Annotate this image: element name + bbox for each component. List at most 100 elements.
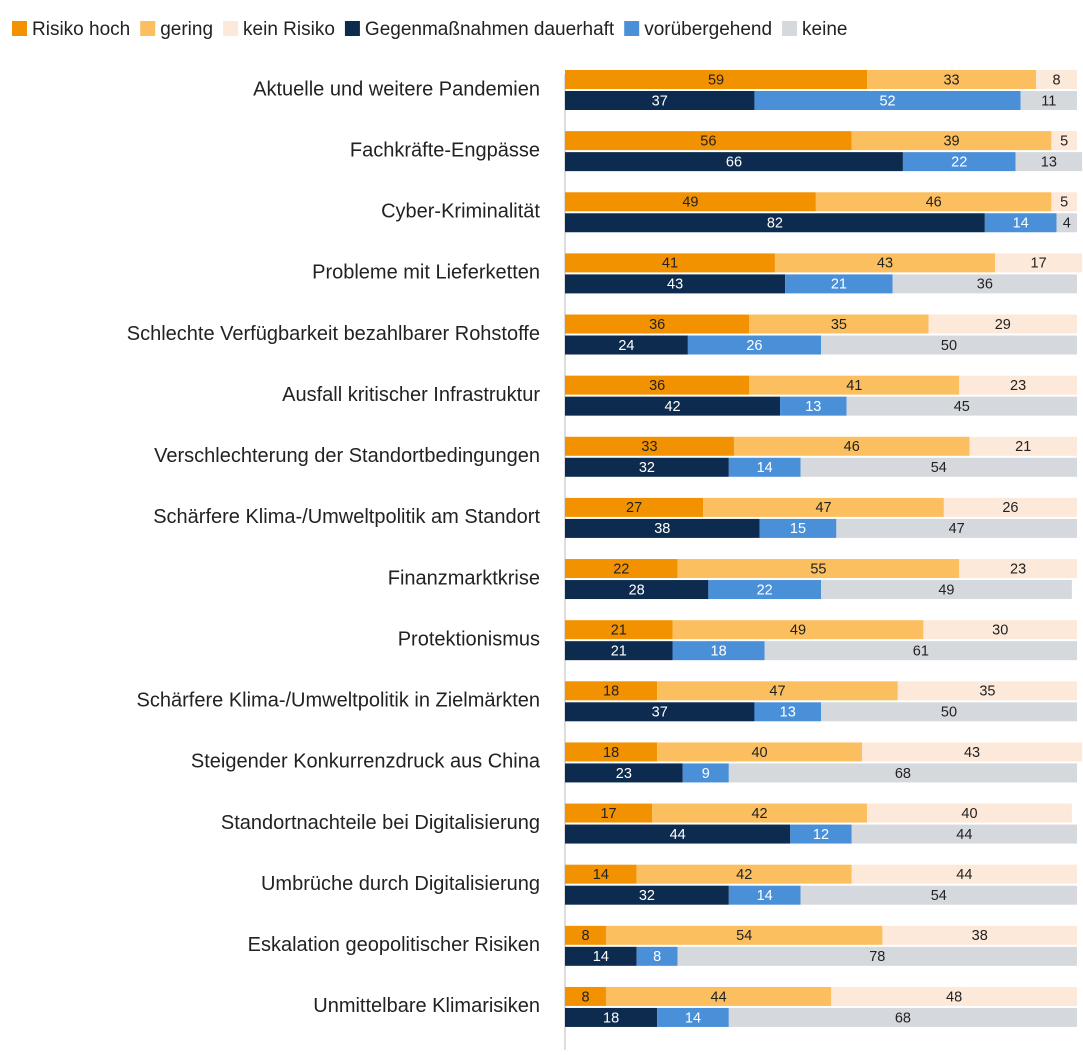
bar-segment	[703, 497, 944, 517]
value-label: 8	[581, 928, 589, 944]
bar-segment	[861, 742, 1083, 762]
bar-segment	[821, 580, 1072, 600]
bar-segment	[728, 1007, 1077, 1027]
category-label: Ausfall kritischer Infrastruktur	[282, 384, 540, 406]
bar-segment	[565, 742, 658, 762]
value-label: 52	[879, 93, 895, 109]
bar-segment	[565, 436, 734, 456]
value-label: 18	[603, 745, 619, 761]
value-label: 40	[961, 806, 977, 822]
value-label: 82	[767, 216, 783, 232]
value-label: 32	[639, 460, 655, 476]
value-label: 17	[600, 806, 616, 822]
bar-segment	[565, 946, 637, 966]
value-label: 8	[1052, 72, 1060, 88]
value-label: 47	[769, 684, 785, 700]
bar-segment	[565, 518, 760, 538]
value-label: 17	[1031, 256, 1047, 272]
bar-segment	[565, 274, 786, 294]
value-label: 49	[790, 622, 806, 638]
bar-segment	[1051, 192, 1077, 212]
value-label: 18	[603, 684, 619, 700]
value-label: 13	[1041, 154, 1057, 170]
bar-segment	[892, 274, 1077, 294]
legend-swatch	[782, 21, 798, 36]
value-label: 4	[1063, 216, 1071, 232]
legend-label: Gegenmaßnahmen dauerhaft	[365, 19, 615, 40]
category-label: Finanzmarktkrise	[388, 567, 540, 589]
bar-segment	[682, 763, 729, 783]
bar-segment	[687, 335, 821, 355]
bar-segment	[565, 885, 729, 905]
bar-segment	[1051, 131, 1077, 151]
bar-segment	[565, 559, 678, 579]
value-label: 55	[810, 561, 826, 577]
bar-segment	[565, 152, 903, 172]
value-label: 8	[653, 949, 661, 965]
bar-segment	[657, 681, 898, 701]
value-label: 14	[757, 460, 773, 476]
bar-segment	[846, 396, 1077, 416]
category-label: Aktuelle und weitere Pandemien	[253, 78, 540, 100]
bar-segment	[995, 253, 1083, 273]
value-label: 23	[616, 766, 632, 782]
value-label: 43	[667, 277, 683, 293]
bar-segment	[565, 335, 688, 355]
value-label: 22	[613, 561, 629, 577]
value-label: 40	[751, 745, 767, 761]
value-label: 42	[736, 867, 752, 883]
value-label: 14	[685, 1010, 701, 1026]
bar-segment	[831, 986, 1077, 1006]
bar-segment	[1015, 152, 1083, 172]
value-label: 37	[652, 93, 668, 109]
bar-segment	[565, 91, 755, 110]
bar-segment	[565, 986, 606, 1006]
value-label: 45	[954, 399, 970, 415]
bar-segment	[959, 559, 1077, 579]
value-label: 35	[831, 317, 847, 333]
value-label: 50	[941, 705, 957, 721]
bar-segment	[1056, 213, 1077, 233]
value-label: 26	[1002, 500, 1018, 516]
value-label: 38	[654, 521, 670, 537]
bar-segment	[565, 192, 816, 212]
legend-label: gering	[160, 19, 213, 40]
value-label: 13	[805, 399, 821, 415]
value-label: 21	[611, 622, 627, 638]
bar-segment	[565, 314, 750, 334]
bar-segment	[565, 131, 852, 151]
value-label: 8	[581, 989, 589, 1005]
bar-segment	[764, 641, 1077, 661]
bar-segment	[636, 946, 678, 966]
value-label: 78	[869, 949, 885, 965]
bar-segment	[821, 702, 1077, 722]
bar-segment	[882, 925, 1077, 945]
value-label: 14	[1013, 216, 1029, 232]
value-label: 32	[639, 888, 655, 904]
legend-label: vorübergehend	[644, 19, 772, 40]
value-label: 26	[746, 338, 762, 354]
value-label: 22	[757, 582, 773, 598]
bar-segment	[672, 641, 765, 661]
bar-segment	[565, 803, 653, 823]
category-label: Eskalation geopolitischer Risiken	[248, 934, 540, 956]
bar-segment	[780, 396, 847, 416]
value-label: 54	[931, 888, 947, 904]
category-label: Fachkräfte-Engpässe	[350, 139, 540, 161]
bar-segment	[923, 620, 1077, 640]
bar-segment	[565, 925, 606, 945]
value-label: 66	[726, 154, 742, 170]
value-label: 12	[813, 827, 829, 843]
bar-segment	[749, 314, 929, 334]
bar-segment	[657, 742, 862, 762]
value-label: 14	[757, 888, 773, 904]
bar-segment	[800, 457, 1077, 477]
bar-segment	[928, 314, 1077, 334]
value-label: 44	[956, 827, 972, 843]
value-label: 18	[603, 1010, 619, 1026]
value-label: 23	[1010, 561, 1026, 577]
bar-segment	[565, 497, 704, 517]
bar-segment	[565, 864, 637, 884]
value-label: 5	[1060, 133, 1068, 149]
